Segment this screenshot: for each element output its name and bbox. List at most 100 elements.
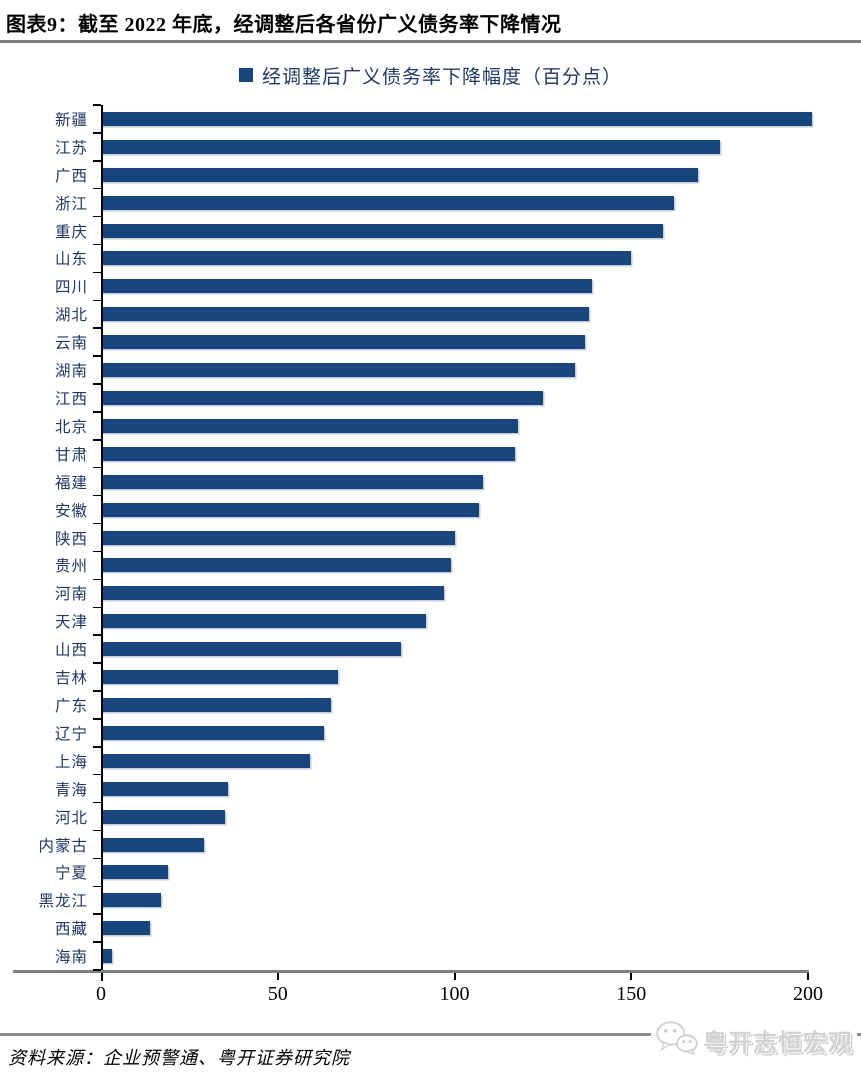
- bar-row: 贵州: [0, 552, 861, 580]
- bar: [101, 223, 664, 238]
- x-axis-tick: [807, 973, 809, 980]
- bar: [101, 418, 519, 433]
- category-label: 山东: [54, 251, 88, 269]
- bar: [101, 502, 480, 517]
- y-axis-tick: [93, 773, 101, 776]
- x-axis-tick-label: 0: [96, 983, 106, 1005]
- y-axis-tick: [93, 969, 101, 971]
- category-label: 安徽: [54, 502, 88, 520]
- y-axis-tick: [93, 801, 101, 804]
- x-axis-line: [13, 970, 809, 973]
- bar: [101, 586, 444, 601]
- bar-row: 安徽: [0, 496, 861, 524]
- bar: [101, 111, 812, 126]
- y-axis-tick: [93, 941, 101, 943]
- legend-swatch-icon: [238, 68, 253, 82]
- bar: [101, 474, 483, 489]
- wechat-icon: [655, 1020, 699, 1061]
- bar: [101, 921, 151, 936]
- bar-row: 海南: [0, 942, 861, 970]
- bar: [101, 335, 586, 350]
- bar-row: 浙江: [0, 189, 861, 217]
- bar: [101, 279, 593, 294]
- source-note: 资料来源：企业预警通、粤开证券研究院: [8, 1048, 350, 1068]
- y-axis-tick: [93, 718, 101, 720]
- y-axis-tick: [93, 550, 101, 553]
- category-label: 吉林: [54, 670, 88, 688]
- y-axis-tick: [93, 690, 101, 692]
- bar: [101, 949, 112, 964]
- x-axis-tick: [453, 973, 456, 980]
- x-axis-tick-label: 150: [616, 983, 647, 1005]
- page-title: 图表9：截至 2022 年底，经调整后各省份广义债务率下降情况: [6, 14, 562, 36]
- bar: [101, 781, 229, 796]
- y-axis-tick: [93, 383, 101, 385]
- category-label: 湖南: [54, 363, 88, 381]
- bar-row: 云南: [0, 328, 861, 356]
- category-label: 江苏: [54, 139, 88, 157]
- legend-label: 经调整后广义债务率下降幅度（百分点）: [261, 66, 622, 88]
- x-axis-tick: [630, 973, 633, 980]
- bar-row: 重庆: [0, 217, 861, 245]
- category-label: 贵州: [54, 558, 88, 576]
- bar-row: 西藏: [0, 914, 861, 942]
- bar: [101, 251, 632, 266]
- y-axis-tick: [93, 606, 101, 608]
- bar: [101, 697, 331, 712]
- category-label: 河南: [54, 586, 88, 604]
- y-axis-tick: [93, 885, 101, 888]
- bar: [101, 837, 204, 852]
- bar-row: 北京: [0, 412, 861, 440]
- category-label: 浙江: [54, 195, 88, 213]
- x-axis-tick-label: 200: [793, 983, 823, 1005]
- category-label: 四川: [54, 279, 88, 297]
- category-label: 陕西: [54, 530, 88, 548]
- y-axis-tick: [93, 187, 101, 190]
- bar-row: 山西: [0, 635, 861, 663]
- bar: [101, 558, 451, 573]
- y-axis-tick: [93, 355, 101, 357]
- bar-row: 福建: [0, 468, 861, 496]
- bar-row: 吉林: [0, 663, 861, 691]
- category-label: 内蒙古: [38, 837, 88, 855]
- bar: [101, 725, 324, 740]
- y-axis-tick: [93, 327, 101, 329]
- bar-row: 四川: [0, 272, 861, 300]
- bar: [101, 307, 589, 322]
- y-axis-tick: [93, 160, 101, 162]
- category-label: 海南: [54, 949, 88, 967]
- bar: [101, 195, 674, 210]
- bar: [101, 893, 162, 908]
- y-axis-tick: [93, 522, 101, 525]
- bar-row: 陕西: [0, 524, 861, 552]
- bar: [101, 363, 575, 378]
- bar-row: 青海: [0, 775, 861, 803]
- bar: [101, 670, 338, 685]
- y-axis-tick: [93, 494, 101, 497]
- y-axis-tick: [93, 132, 101, 134]
- bar-row: 江苏: [0, 133, 861, 161]
- category-label: 新疆: [54, 111, 88, 129]
- bar: [101, 139, 720, 154]
- y-axis-tick: [93, 857, 101, 860]
- bar-row: 上海: [0, 747, 861, 775]
- y-axis-tick: [93, 662, 101, 664]
- y-axis-line: [101, 105, 103, 981]
- y-axis-tick: [93, 271, 101, 274]
- bar-row: 宁夏: [0, 858, 861, 886]
- bar-rows: 新疆 江苏 广西 浙江 重庆 山东 四川 湖北 云南 湖南 江西 北京 甘肃 福建 安徽 陕西 贵州 河南 天津 山西…: [0, 105, 861, 970]
- y-axis-tick: [93, 466, 101, 469]
- bar-row: 内蒙古: [0, 831, 861, 859]
- y-axis-tick: [93, 634, 101, 636]
- bar-row: 湖北: [0, 300, 861, 328]
- y-axis-tick: [93, 439, 101, 441]
- footer-divider: [0, 1033, 861, 1036]
- bar-row: 河南: [0, 579, 861, 607]
- x-axis-tick-label: 50: [267, 983, 288, 1005]
- bar: [101, 167, 699, 182]
- bar-row: 广东: [0, 691, 861, 719]
- category-label: 江西: [54, 391, 88, 409]
- bar: [101, 614, 427, 629]
- bar: [101, 391, 543, 406]
- y-axis-tick: [93, 578, 101, 581]
